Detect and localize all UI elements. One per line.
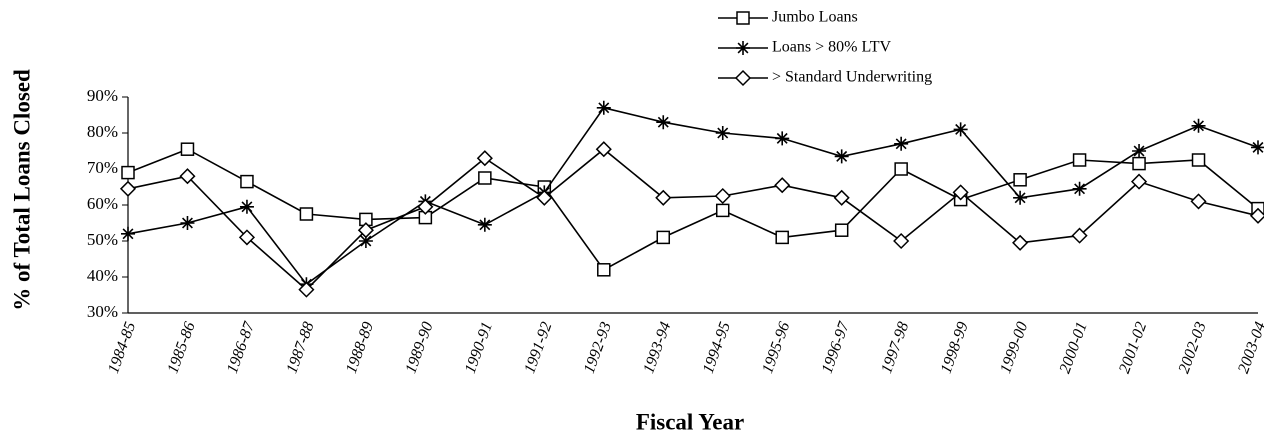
marker [714, 187, 731, 205]
marker [358, 234, 373, 248]
x-tick-label: 1998-99 [938, 320, 972, 376]
marker [298, 281, 315, 298]
y-axis-title: % of Total Loans Closed [9, 69, 34, 311]
marker [952, 184, 969, 201]
marker [774, 177, 791, 194]
x-tick-label: 1986-87 [224, 319, 259, 376]
marker [179, 168, 196, 185]
marker [775, 131, 790, 146]
marker [1132, 156, 1146, 171]
marker [656, 230, 671, 245]
series-line [127, 148, 1259, 271]
marker [476, 150, 493, 167]
marker [417, 198, 434, 215]
y-tick-label: 80% [87, 122, 118, 141]
marker [1072, 153, 1087, 167]
x-axis-title: Fiscal Year [636, 409, 744, 434]
marker [180, 216, 195, 230]
marker [655, 189, 672, 206]
x-tick-label: 1990-91 [462, 320, 496, 376]
x-tick-label: 1994-95 [700, 320, 734, 376]
marker [1013, 190, 1028, 205]
marker [121, 226, 135, 241]
series-line [127, 106, 1259, 286]
marker [180, 142, 195, 156]
marker [1191, 153, 1206, 167]
legend-marker [736, 41, 750, 55]
marker [1013, 173, 1027, 187]
x-tick-label: 1984-85 [105, 320, 139, 376]
x-tick-label: 2003-04 [1235, 320, 1264, 376]
x-tick-label: 1991-92 [521, 320, 555, 376]
x-tick-label: 1996-97 [819, 319, 854, 376]
marker [478, 171, 492, 185]
marker [239, 199, 254, 214]
marker [1132, 144, 1147, 158]
x-tick-label: 1987-88 [283, 320, 317, 376]
y-tick-label: 40% [87, 266, 118, 285]
legend-label: Loans > 80% LTV [772, 39, 892, 56]
marker [121, 165, 135, 180]
marker [834, 223, 849, 237]
marker [357, 222, 374, 239]
marker [1191, 118, 1206, 133]
marker [894, 162, 908, 176]
marker [893, 232, 910, 250]
x-tick-label: 1985-86 [164, 320, 198, 376]
legend-label: > Standard Underwriting [772, 69, 932, 86]
marker [1251, 140, 1264, 155]
marker [1071, 227, 1088, 244]
x-tick-label: 2002-03 [1176, 320, 1210, 376]
y-tick-label: 90% [87, 86, 118, 105]
x-tick-label: 1989-90 [402, 320, 436, 376]
x-tick-label: 1999-00 [997, 320, 1031, 376]
marker [1072, 181, 1087, 196]
marker [1130, 173, 1148, 190]
marker [595, 141, 612, 158]
x-tick-label: 1988-89 [343, 320, 377, 376]
marker [119, 180, 137, 197]
x-tick-label: 2000-01 [1057, 320, 1091, 376]
legend-marker [734, 69, 752, 87]
marker [477, 217, 492, 232]
marker [833, 189, 850, 206]
marker [536, 189, 553, 206]
legend-label: Jumbo Loans [772, 9, 858, 26]
series-line [127, 148, 1259, 291]
x-tick-label: 1995-96 [759, 320, 793, 376]
marker [240, 174, 254, 189]
legend-marker [736, 11, 750, 25]
marker [1249, 207, 1264, 224]
marker [299, 207, 314, 221]
y-tick-label: 50% [87, 230, 118, 249]
marker [656, 115, 671, 130]
marker [597, 263, 611, 277]
marker [596, 100, 611, 115]
marker [238, 229, 256, 246]
marker [715, 126, 730, 140]
x-tick-label: 1993-94 [640, 320, 674, 376]
marker [715, 203, 730, 218]
marker [834, 149, 849, 164]
x-tick-label: 1992-93 [581, 320, 615, 376]
marker [1012, 234, 1029, 251]
marker [953, 122, 968, 137]
y-tick-label: 30% [87, 302, 118, 321]
marker [894, 136, 909, 151]
marker [1190, 193, 1207, 210]
y-tick-label: 70% [87, 158, 118, 177]
marker [775, 230, 789, 245]
x-tick-label: 2001-02 [1116, 320, 1150, 376]
y-tick-label: 60% [87, 194, 118, 213]
x-tick-label: 1997-98 [878, 320, 912, 376]
